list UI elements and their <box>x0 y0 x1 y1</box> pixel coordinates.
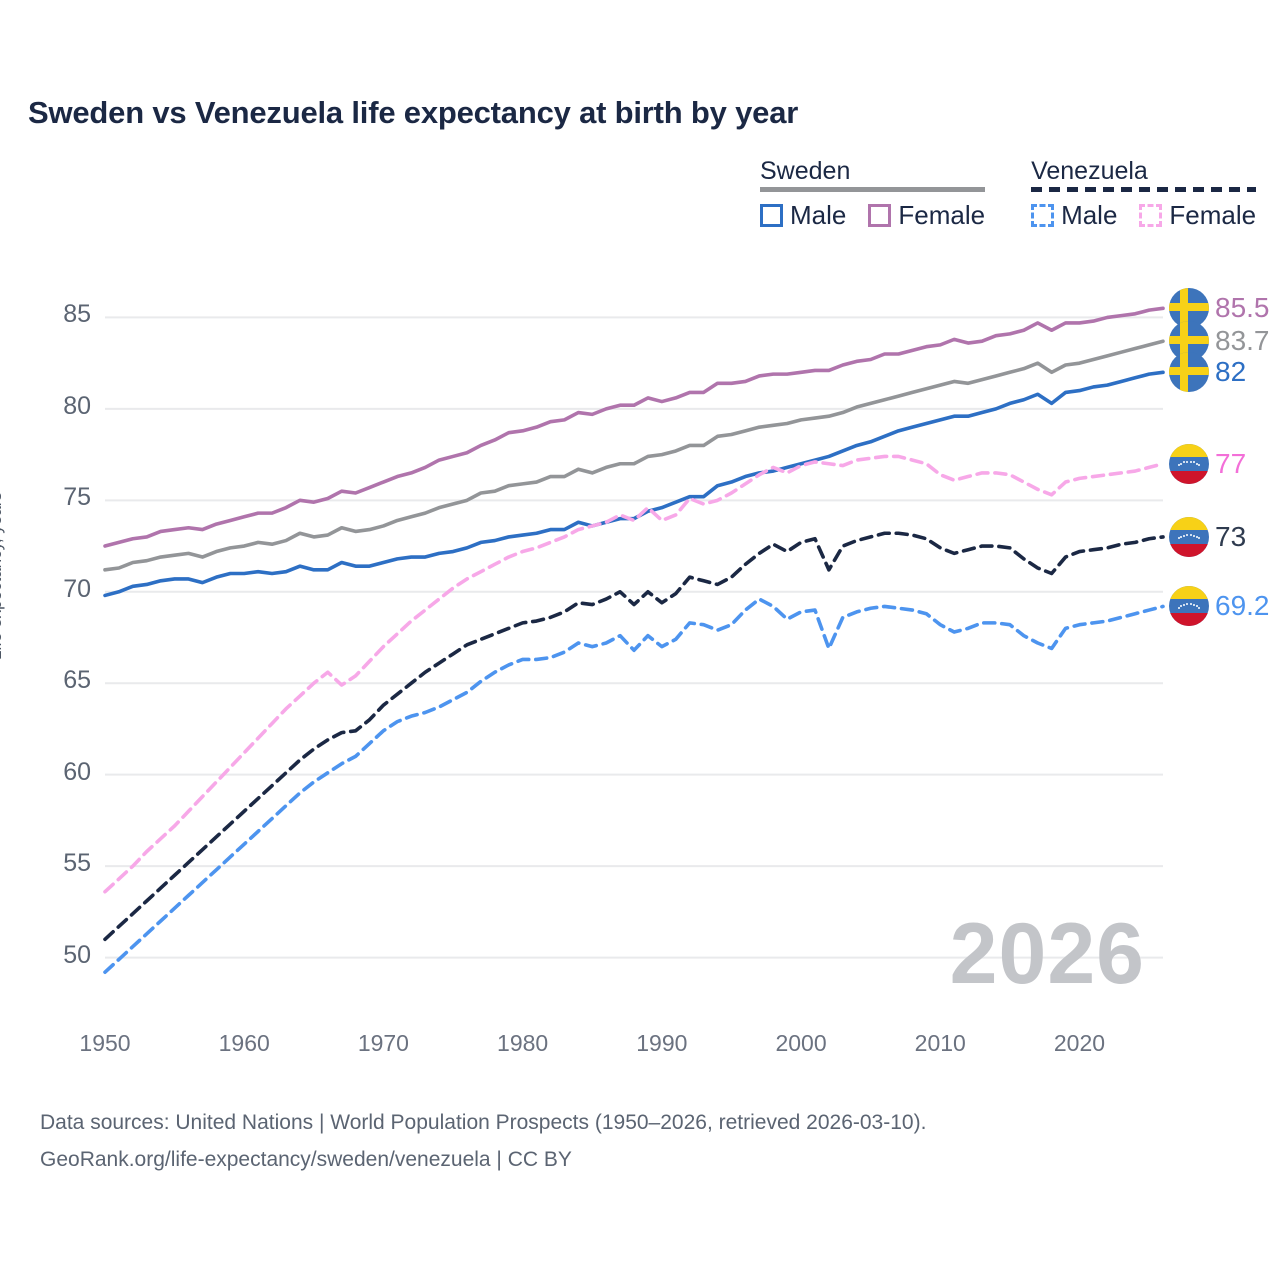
y-tick-label: 75 <box>63 483 91 512</box>
series-line-sweden_total <box>103 339 1165 572</box>
end-label-value: 83.7 <box>1215 325 1270 357</box>
flag-band-yellow <box>1169 586 1209 600</box>
flag-band-yellow <box>1169 443 1209 457</box>
venezuela-flag-icon <box>1169 516 1209 557</box>
flag-band-red <box>1169 470 1209 484</box>
flag-stars <box>1169 531 1209 544</box>
x-tick-label: 2010 <box>914 1030 966 1056</box>
legend-item-label: Female <box>898 200 986 231</box>
series-line-sweden_female <box>103 306 1165 548</box>
x-tick-label: 1950 <box>79 1030 131 1056</box>
x-tick-label: 1960 <box>218 1030 270 1056</box>
legend-swatch-icon <box>760 204 783 228</box>
venezuela-flag-icon <box>1169 443 1209 484</box>
y-tick-label: 60 <box>63 757 91 786</box>
end-label-venezuela_male: 69.2 <box>1169 586 1270 627</box>
x-tick-label: 1990 <box>636 1030 688 1056</box>
legend-item-sweden-male[interactable]: Male <box>760 200 846 231</box>
footer-line-attribution: GeoRank.org/life-expectancy/sweden/venez… <box>40 1147 572 1171</box>
y-tick-label: 85 <box>63 300 91 329</box>
x-tick-label: 2020 <box>1053 1030 1106 1056</box>
legend-item-label: Female <box>1169 200 1257 231</box>
legend-item-sweden-female[interactable]: Female <box>868 200 985 231</box>
legend-country-label: Venezuela <box>1031 157 1148 185</box>
series-line-venezuela_male <box>103 597 1165 974</box>
legend-swatch-icon <box>868 204 892 228</box>
x-tick-label: 2000 <box>775 1030 827 1056</box>
end-label-value: 85.5 <box>1215 292 1270 324</box>
legend-item-label: Male <box>1061 200 1118 231</box>
end-label-venezuela_female: 77 <box>1169 443 1247 484</box>
footer: Data sources: United Nations | World Pop… <box>40 1105 926 1179</box>
series-line-venezuela_female <box>103 454 1165 894</box>
legend-items: Male Female <box>1031 200 1256 231</box>
end-label-venezuela_total: 73 <box>1169 516 1247 557</box>
y-axis-title: Life expectancy, years <box>0 492 5 660</box>
end-label-value: 73 <box>1215 520 1247 552</box>
venezuela-flag-icon <box>1169 586 1209 627</box>
end-label-sweden_male: 82 <box>1169 352 1247 393</box>
series-line-venezuela_total <box>103 531 1165 942</box>
end-label-sweden_total: 83.7 <box>1169 321 1270 362</box>
legend-item-label: Male <box>790 200 847 231</box>
flag-stars <box>1169 600 1209 613</box>
legend-item-venezuela-female[interactable]: Female <box>1139 200 1256 231</box>
legend-group-venezuela: Venezuela Male Female <box>1031 157 1257 231</box>
flag-band-red <box>1169 543 1209 557</box>
flag-band-red <box>1169 613 1209 627</box>
chart-legend: Sweden Male Female Venezuela Male Female <box>760 157 1257 231</box>
y-tick-label: 65 <box>63 666 91 695</box>
end-label-value: 77 <box>1215 447 1247 479</box>
end-label-value: 82 <box>1215 356 1247 388</box>
legend-rule-dashed <box>1031 187 1257 193</box>
legend-group-sweden: Sweden Male Female <box>760 157 986 231</box>
y-tick-label: 50 <box>63 940 91 969</box>
legend-swatch-icon <box>1139 204 1163 228</box>
legend-items: Male Female <box>760 200 985 231</box>
x-tick-label: 1970 <box>357 1030 409 1056</box>
y-tick-label: 70 <box>63 574 91 603</box>
footer-line-sources: Data sources: United Nations | World Pop… <box>40 1111 927 1134</box>
year-watermark: 2026 <box>949 906 1145 1002</box>
legend-item-venezuela-male[interactable]: Male <box>1031 200 1117 231</box>
y-tick-label: 55 <box>63 849 91 878</box>
legend-country-label: Sweden <box>760 157 851 185</box>
x-tick-label: 1980 <box>497 1030 549 1056</box>
y-tick-label: 80 <box>63 391 91 420</box>
flag-band-yellow <box>1169 516 1209 530</box>
legend-rule-solid <box>760 187 986 193</box>
end-label-value: 69.2 <box>1215 590 1270 622</box>
sweden-flag-icon <box>1169 352 1209 393</box>
legend-swatch-icon <box>1031 204 1055 228</box>
flag-stars <box>1169 458 1209 471</box>
page-title: Sweden vs Venezuela life expectancy at b… <box>28 95 799 130</box>
